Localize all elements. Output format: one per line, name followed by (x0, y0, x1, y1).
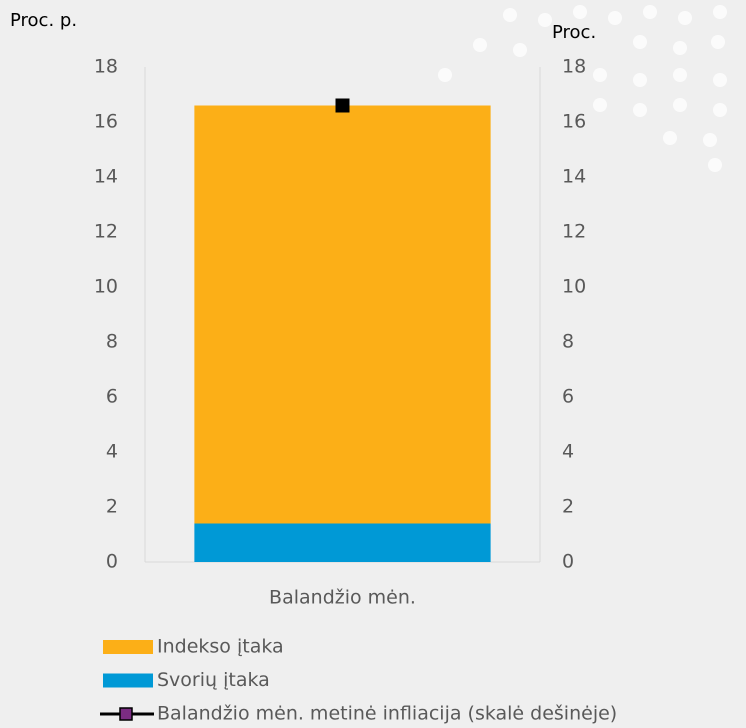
y-tick-label: 18 (94, 56, 118, 78)
y-tick-label: 2 (106, 496, 118, 518)
line-marker (335, 98, 350, 113)
bar-segment (194, 105, 491, 524)
legend-swatch (103, 673, 153, 688)
y-tick-label: 12 (94, 221, 118, 243)
y2-tick-label: 18 (562, 56, 586, 78)
y-tick-label: 10 (94, 276, 118, 298)
y-tick-label: 16 (94, 111, 118, 133)
legend-label: Indekso įtaka (157, 636, 284, 658)
y2-tick-label: 2 (562, 496, 574, 518)
y2-tick-label: 12 (562, 221, 586, 243)
y-tick-label: 8 (106, 331, 118, 353)
legend-marker (119, 707, 133, 721)
y-tick-label: 14 (94, 166, 118, 188)
bar-segment (194, 523, 491, 562)
y2-tick-label: 8 (562, 331, 574, 353)
y2-tick-label: 0 (562, 551, 574, 573)
y-tick-label: 4 (106, 441, 118, 463)
decoration (438, 5, 727, 172)
y2-axis-title: Proc. (552, 22, 596, 43)
x-tick-label: Balandžio mėn. (269, 587, 416, 609)
legend-swatch (103, 640, 153, 654)
y-tick-label: 6 (106, 386, 118, 408)
y2-tick-label: 4 (562, 441, 574, 463)
y2-tick-label: 10 (562, 276, 586, 298)
legend-label: Svorių įtaka (157, 669, 270, 691)
y2-tick-label: 14 (562, 166, 586, 188)
y-tick-label: 0 (106, 551, 118, 573)
y-axis-title: Proc. p. (10, 10, 77, 31)
y2-tick-label: 16 (562, 111, 586, 133)
legend-label: Balandžio mėn. metinė infliacija (skalė … (157, 703, 617, 725)
y2-tick-label: 6 (562, 386, 574, 408)
